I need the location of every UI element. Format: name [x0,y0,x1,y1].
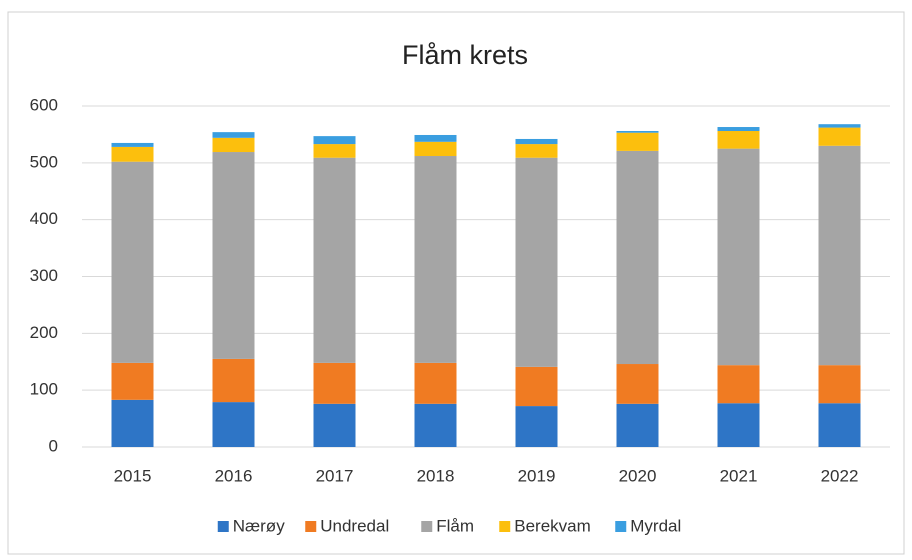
bar-segment [212,132,255,138]
bar-segment [717,127,760,132]
chart-title: Flåm krets [402,40,528,70]
legend-label: Berekvam [514,516,591,535]
y-tick-label: 200 [30,323,58,342]
bar-segment [414,362,457,404]
bar-segment [212,152,255,359]
bar-segment [515,157,558,367]
bar-segment [111,161,154,363]
bar-segment [111,146,154,162]
y-tick-label: 300 [30,266,58,285]
bar-segment [616,131,659,133]
y-tick-label: 600 [30,95,58,114]
bar-segment [313,157,356,363]
legend-label: Myrdal [630,516,681,535]
bar-segment [111,399,154,447]
bar-segment [515,366,558,407]
y-tick-label: 400 [30,209,58,228]
bar-segment [212,137,255,153]
x-tick-label: 2016 [215,466,253,485]
bar-segment [212,358,255,403]
x-tick-label: 2020 [619,466,657,485]
bar-segment [818,127,861,146]
bar-segment [818,124,861,128]
y-tick-label: 500 [30,152,58,171]
bar-segment [515,406,558,447]
bar-segment [616,403,659,447]
bar-segment [717,365,760,404]
y-tick-label: 100 [30,380,58,399]
bar-segment [414,403,457,447]
bar-segment [313,403,356,447]
legend-label: Flåm [436,516,474,535]
bar-segment [414,156,457,363]
bar-segment [616,132,659,151]
bar-segment [414,134,457,142]
bar-segment [515,138,558,145]
legend-swatch [615,521,627,532]
x-tick-label: 2018 [417,466,455,485]
x-tick-label: 2021 [720,466,758,485]
bar-segment [313,362,356,404]
bar-segment [212,402,255,447]
bar-segment [717,131,760,149]
bar-segment [616,364,659,404]
x-tick-label: 2017 [316,466,354,485]
bar-segment [616,150,659,365]
bar-segment [414,141,457,157]
legend-swatch [305,521,317,532]
bar-segment [717,148,760,366]
bar-segment [818,145,861,366]
legend-swatch [217,521,229,532]
x-tick-label: 2022 [821,466,859,485]
bar-segment [818,403,861,447]
bar-segment [818,365,861,404]
bar-segment [515,144,558,158]
bar-segment [111,142,154,147]
legend-swatch [421,521,433,532]
legend-label: Undredal [320,516,389,535]
x-tick-label: 2019 [518,466,556,485]
legend-label: Nærøy [233,516,285,535]
legend-swatch [499,521,511,532]
bar-segment [313,136,356,145]
bar-segment [111,362,154,400]
y-tick-label: 0 [49,436,58,455]
x-tick-label: 2015 [114,466,152,485]
bar-segment [313,144,356,158]
bar-segment [717,403,760,447]
